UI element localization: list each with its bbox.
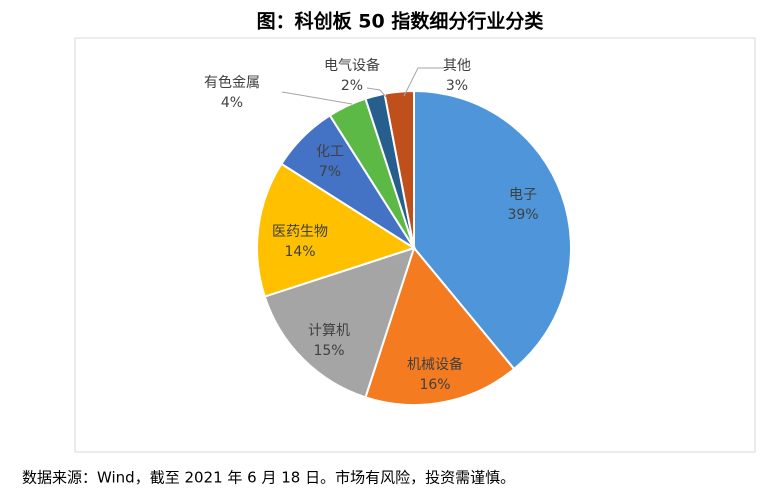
pie-slice [413, 89, 572, 371]
pie-slice [256, 162, 417, 298]
slice-value-label: 39% [507, 207, 538, 223]
leader-line [366, 87, 387, 98]
slice-label: 其他 [443, 58, 471, 74]
slice-value-label: 16% [419, 377, 450, 393]
slice-label: 有色金属 [204, 74, 260, 91]
pie-slice [383, 89, 415, 249]
slice-label: 电子 [509, 187, 537, 203]
slice-label: 医药生物 [272, 224, 328, 240]
slice-value-label: 3% [446, 78, 468, 94]
source-note: 数据来源：Wind，截至 2021 年 6 月 18 日。市场有风险，投资需谨慎… [22, 469, 515, 487]
slice-value-label: 4% [221, 95, 243, 111]
slice-value-label: 14% [284, 244, 315, 260]
chart-title: 图：科创板 50 指数细分行业分类 [257, 10, 544, 33]
slice-value-label: 2% [341, 78, 363, 94]
slice-label: 化工 [316, 144, 344, 160]
slice-label: 计算机 [308, 323, 350, 339]
pie-slice [364, 245, 516, 406]
slice-value-label: 15% [313, 343, 344, 359]
slice-label: 机械设备 [407, 356, 463, 373]
leader-line [403, 67, 444, 97]
slice-label: 电气设备 [324, 57, 380, 74]
leader-line [281, 91, 353, 105]
plot-frame [74, 37, 756, 453]
slice-value-label: 7% [319, 164, 341, 180]
